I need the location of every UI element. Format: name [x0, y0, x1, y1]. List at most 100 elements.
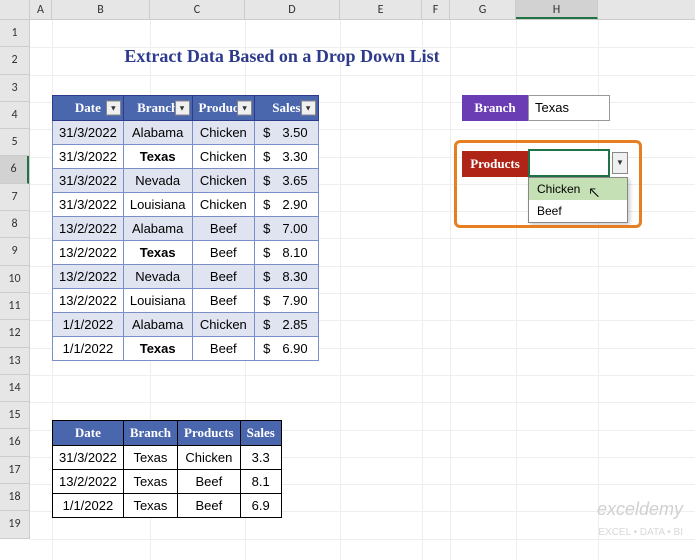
- filter-icon[interactable]: ▾: [301, 101, 316, 116]
- cell-product[interactable]: Beef: [192, 265, 255, 289]
- row-header-19[interactable]: 19: [0, 511, 29, 538]
- cell-date[interactable]: 31/3/2022: [53, 169, 124, 193]
- row-header-2[interactable]: 2: [0, 47, 29, 74]
- cell-product[interactable]: Chicken: [192, 193, 255, 217]
- rcell-date[interactable]: 13/2/2022: [53, 470, 124, 494]
- select-all-corner[interactable]: [0, 0, 30, 19]
- row-header-13[interactable]: 13: [0, 348, 29, 375]
- row-header-6[interactable]: 6: [0, 156, 29, 183]
- cell-sales[interactable]: 7.90: [276, 289, 318, 313]
- cell-sales[interactable]: 3.65: [276, 169, 318, 193]
- col-header-A[interactable]: A: [30, 0, 52, 19]
- cell-dollar[interactable]: $: [255, 217, 277, 241]
- main-header-branch[interactable]: Branch▾: [123, 96, 192, 121]
- row-header-17[interactable]: 17: [0, 457, 29, 484]
- row-header-15[interactable]: 15: [0, 402, 29, 429]
- col-header-B[interactable]: B: [52, 0, 150, 19]
- row-header-10[interactable]: 10: [0, 266, 29, 293]
- rcell-sales[interactable]: 8.1: [240, 470, 281, 494]
- row-header-8[interactable]: 8: [0, 211, 29, 238]
- cell-product[interactable]: Chicken: [192, 121, 255, 145]
- col-header-D[interactable]: D: [245, 0, 340, 19]
- row-header-14[interactable]: 14: [0, 375, 29, 402]
- dropdown-list[interactable]: ChickenBeef: [528, 177, 628, 223]
- filter-icon[interactable]: ▾: [106, 101, 121, 116]
- rcell-sales[interactable]: 6.9: [240, 494, 281, 518]
- row-header-1[interactable]: 1: [0, 20, 29, 47]
- cell-sales[interactable]: 7.00: [276, 217, 318, 241]
- dropdown-item-chicken[interactable]: Chicken: [529, 178, 627, 200]
- cell-branch[interactable]: Nevada: [123, 169, 192, 193]
- row-header-16[interactable]: 16: [0, 429, 29, 456]
- cell-date[interactable]: 13/2/2022: [53, 217, 124, 241]
- rcell-branch[interactable]: Texas: [123, 446, 177, 470]
- filter-icon[interactable]: ▾: [175, 101, 190, 116]
- cell-date[interactable]: 13/2/2022: [53, 289, 124, 313]
- cell-branch[interactable]: Texas: [123, 337, 192, 361]
- dropdown-button[interactable]: ▼: [612, 152, 628, 174]
- cell-dollar[interactable]: $: [255, 121, 277, 145]
- cell-product[interactable]: Beef: [192, 241, 255, 265]
- cell-sales[interactable]: 3.50: [276, 121, 318, 145]
- cell-sales[interactable]: 3.30: [276, 145, 318, 169]
- rcell-branch[interactable]: Texas: [123, 470, 177, 494]
- rcell-product[interactable]: Beef: [178, 470, 241, 494]
- col-header-C[interactable]: C: [150, 0, 245, 19]
- cell-date[interactable]: 1/1/2022: [53, 337, 124, 361]
- cell-date[interactable]: 31/3/2022: [53, 121, 124, 145]
- row-header-5[interactable]: 5: [0, 129, 29, 156]
- rcell-branch[interactable]: Texas: [123, 494, 177, 518]
- col-header-F[interactable]: F: [422, 0, 450, 19]
- row-header-3[interactable]: 3: [0, 75, 29, 102]
- col-header-E[interactable]: E: [340, 0, 422, 19]
- cell-product[interactable]: Beef: [192, 289, 255, 313]
- col-header-H[interactable]: H: [516, 0, 598, 19]
- cell-dollar[interactable]: $: [255, 313, 277, 337]
- cell-sales[interactable]: 2.90: [276, 193, 318, 217]
- row-header-11[interactable]: 11: [0, 293, 29, 320]
- cell-dollar[interactable]: $: [255, 289, 277, 313]
- cell-sales[interactable]: 8.10: [276, 241, 318, 265]
- col-header-G[interactable]: G: [450, 0, 516, 19]
- cell-product[interactable]: Chicken: [192, 313, 255, 337]
- cell-product[interactable]: Beef: [192, 217, 255, 241]
- cell-dollar[interactable]: $: [255, 241, 277, 265]
- filter-icon[interactable]: ▾: [237, 101, 252, 116]
- cell-branch[interactable]: Texas: [123, 145, 192, 169]
- cell-dollar[interactable]: $: [255, 337, 277, 361]
- rcell-product[interactable]: Chicken: [178, 446, 241, 470]
- cell-sales[interactable]: 8.30: [276, 265, 318, 289]
- row-header-4[interactable]: 4: [0, 102, 29, 129]
- cell-dollar[interactable]: $: [255, 169, 277, 193]
- cell-date[interactable]: 13/2/2022: [53, 265, 124, 289]
- row-header-7[interactable]: 7: [0, 184, 29, 211]
- cell-branch[interactable]: Alabama: [123, 121, 192, 145]
- main-header-products[interactable]: Products▾: [192, 96, 255, 121]
- cell-date[interactable]: 13/2/2022: [53, 241, 124, 265]
- rcell-product[interactable]: Beef: [178, 494, 241, 518]
- cell-dollar[interactable]: $: [255, 193, 277, 217]
- rcell-date[interactable]: 31/3/2022: [53, 446, 124, 470]
- cell-dollar[interactable]: $: [255, 145, 277, 169]
- cell-branch[interactable]: Nevada: [123, 265, 192, 289]
- cell-dollar[interactable]: $: [255, 265, 277, 289]
- cell-sales[interactable]: 2.85: [276, 313, 318, 337]
- cell-branch[interactable]: Louisiana: [123, 193, 192, 217]
- row-header-12[interactable]: 12: [0, 320, 29, 347]
- cell-branch[interactable]: Louisiana: [123, 289, 192, 313]
- rcell-date[interactable]: 1/1/2022: [53, 494, 124, 518]
- cell-product[interactable]: Chicken: [192, 145, 255, 169]
- cell-branch[interactable]: Texas: [123, 241, 192, 265]
- cell-branch[interactable]: Alabama: [123, 313, 192, 337]
- cell-date[interactable]: 31/3/2022: [53, 193, 124, 217]
- products-active-cell[interactable]: [528, 149, 610, 177]
- row-header-18[interactable]: 18: [0, 484, 29, 511]
- cell-product[interactable]: Beef: [192, 337, 255, 361]
- dropdown-item-beef[interactable]: Beef: [529, 200, 627, 222]
- cell-date[interactable]: 31/3/2022: [53, 145, 124, 169]
- branch-value[interactable]: Texas: [528, 95, 610, 121]
- row-header-9[interactable]: 9: [0, 238, 29, 265]
- cell-date[interactable]: 1/1/2022: [53, 313, 124, 337]
- main-header-date[interactable]: Date▾: [53, 96, 124, 121]
- cell-branch[interactable]: Alabama: [123, 217, 192, 241]
